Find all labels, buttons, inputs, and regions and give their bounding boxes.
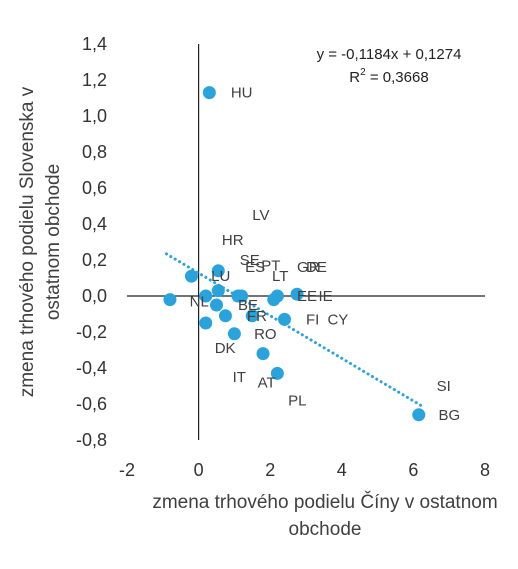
country-label: LT xyxy=(272,268,288,285)
country-label: DE xyxy=(306,259,327,276)
data-point xyxy=(199,289,213,303)
x-tick-label: 8 xyxy=(480,460,490,480)
data-point xyxy=(235,289,249,303)
y-tick-label: 0,2 xyxy=(82,250,107,270)
country-label: NL xyxy=(190,293,209,310)
country-label: PT xyxy=(261,257,280,274)
data-point xyxy=(278,312,292,326)
y-tick-label: -0,8 xyxy=(76,430,107,450)
country-label: ES xyxy=(245,259,265,276)
x-tick-label: 4 xyxy=(337,460,347,480)
y-tick-label: 1,2 xyxy=(82,70,107,90)
y-axis-title-2: ostatnom obchode xyxy=(43,164,64,320)
data-point xyxy=(270,366,284,380)
data-point xyxy=(199,316,213,330)
r-squared-superscript: 2 xyxy=(360,67,366,78)
country-label: AT xyxy=(258,374,276,391)
country-label: DK xyxy=(215,340,236,357)
country-label: IE xyxy=(319,288,333,305)
country-label: IT xyxy=(233,369,246,386)
data-point xyxy=(210,298,223,312)
country-label: LV xyxy=(252,207,269,224)
y-tick-label: 0,6 xyxy=(82,178,107,198)
y-tick-label: 0,0 xyxy=(82,286,107,306)
country-label: FI xyxy=(306,311,319,328)
country-label: HR xyxy=(222,232,244,249)
x-tick-label: -2 xyxy=(119,460,135,480)
country-label: SE xyxy=(240,252,260,269)
x-axis-title-line-2: obchode xyxy=(289,519,362,540)
y-tick-label: 0,8 xyxy=(82,142,107,162)
y-axis-ticks: 1,4 1,2 1,0 0,8 0,6 0,4 0,2 0,0 -0,2 -0,4 -0,6 -0,8 xyxy=(76,34,107,450)
y-axis-title-line-2: ostatnom obchode xyxy=(43,164,64,320)
data-point xyxy=(184,269,198,283)
country-label: FR xyxy=(247,308,267,325)
country-label: BG xyxy=(438,407,460,424)
x-axis-ticks: -2 0 2 4 6 8 xyxy=(119,460,490,480)
x-tick-label: 0 xyxy=(194,460,204,480)
data-point xyxy=(245,309,259,323)
country-label: PL xyxy=(288,392,306,409)
data-point xyxy=(163,293,177,307)
y-tick-label: -0,4 xyxy=(76,358,107,378)
x-axis-title-line-1: zmena trhového podielu Číny v ostatnom xyxy=(152,491,497,513)
x-tick-label: 6 xyxy=(408,460,418,480)
data-point xyxy=(202,86,216,100)
y-axis-title: zmena trhového podielu Slovenska v xyxy=(17,86,38,397)
data-point xyxy=(211,264,225,278)
r-squared-value: = 0,3668 xyxy=(366,69,429,86)
country-label: SI xyxy=(437,378,451,395)
r-squared-label: R2 = 0,3668 xyxy=(349,67,428,86)
trendline xyxy=(164,252,423,407)
x-tick-label: 2 xyxy=(265,460,275,480)
country-label: GR xyxy=(297,259,320,276)
country-label: RO xyxy=(254,326,277,343)
y-tick-label: 1,4 xyxy=(82,34,107,54)
country-label: EE xyxy=(297,288,317,305)
data-point xyxy=(218,309,232,323)
trendline-equation: y = -0,1184x + 0,1274 xyxy=(317,46,462,63)
y-axis-title-line-1: zmena trhového podielu Slovenska v xyxy=(17,86,38,397)
data-point xyxy=(412,408,426,422)
data-point xyxy=(290,287,304,301)
r-squared-prefix: R xyxy=(349,69,360,86)
y-tick-label: 1,0 xyxy=(82,106,107,126)
data-point xyxy=(227,327,241,341)
country-label: CY xyxy=(327,311,348,328)
y-tick-label: -0,6 xyxy=(76,394,107,414)
country-label: LU xyxy=(211,268,230,285)
data-points xyxy=(163,86,426,422)
data-point xyxy=(256,347,270,361)
data-point xyxy=(270,289,284,303)
country-label: BE xyxy=(238,297,258,314)
y-tick-label: -0,2 xyxy=(76,322,107,342)
country-label: HU xyxy=(231,85,253,102)
y-tick-label: 0,4 xyxy=(82,214,107,234)
data-point xyxy=(211,284,225,298)
